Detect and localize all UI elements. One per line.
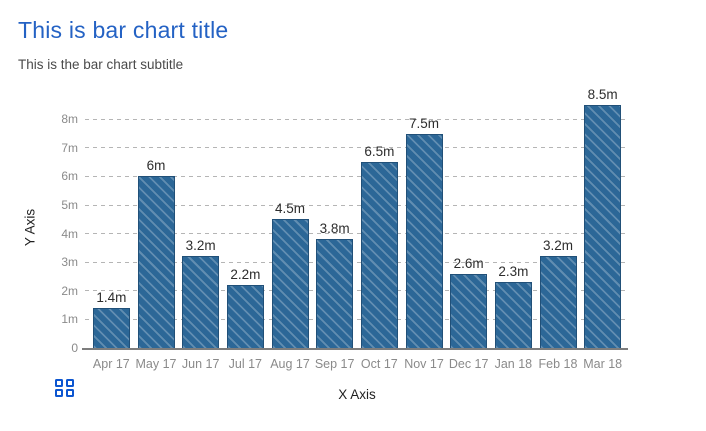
x-tick-label: Sep 17 (314, 357, 355, 371)
x-tick-label: Feb 18 (538, 357, 578, 371)
x-tick-label: Jun 17 (181, 357, 220, 371)
bar-aug-17[interactable] (271, 219, 309, 348)
grid-icon-square (66, 389, 74, 397)
bar-nov-17[interactable] (405, 133, 443, 348)
bar-jun-17[interactable] (182, 256, 220, 348)
gridline (85, 204, 625, 206)
grid-icon-square (55, 379, 63, 387)
gridline (85, 233, 625, 235)
bar-value-label: 2.6m (453, 255, 484, 271)
bar-value-label: 3.8m (319, 221, 350, 237)
gridline (85, 175, 625, 177)
page-subtitle: This is the bar chart subtitle (18, 57, 184, 72)
bar-apr-17[interactable] (92, 307, 130, 348)
x-tick-label: Jan 18 (494, 357, 533, 371)
bar-dec-17[interactable] (450, 273, 488, 348)
bar-oct-17[interactable] (360, 162, 398, 348)
bar-value-label: 2.3m (498, 264, 529, 280)
gridline (85, 118, 625, 120)
y-tick-label: 2m (61, 283, 78, 298)
gridline (85, 261, 625, 263)
chart-grid-icon[interactable] (55, 379, 74, 397)
y-tick-label: 7m (61, 140, 78, 155)
gridline (85, 290, 625, 292)
x-tick-label: May 17 (135, 357, 177, 371)
gridline (85, 147, 625, 149)
bar-jul-17[interactable] (226, 285, 264, 348)
bar-sep-17[interactable] (316, 239, 354, 348)
plot-area: 1.4m 6m 3.2m 2.2m 4.5m 3.8m 6.5m 7.5m 2.6m 2.3m 3.… (85, 87, 625, 348)
bar-value-label: 2.2m (230, 267, 261, 283)
y-tick-label: 6m (61, 169, 78, 184)
bar-mar-18[interactable] (584, 104, 622, 348)
grid-icon-square (55, 389, 63, 397)
bar-value-label: 6m (146, 158, 166, 174)
page-title: This is bar chart title (18, 17, 229, 43)
bar-feb-18[interactable] (539, 256, 577, 348)
gridline (85, 318, 625, 320)
x-axis-title: X Axis (338, 387, 376, 402)
y-tick-label: 3m (61, 255, 78, 270)
bar-value-label: 3.2m (542, 238, 574, 254)
bar-may-17[interactable] (137, 176, 175, 348)
bar-jan-18[interactable] (494, 282, 532, 348)
bar-value-label: 7.5m (408, 115, 440, 131)
bar-value-label: 8.5m (587, 86, 618, 102)
y-tick-label: 8m (61, 112, 78, 127)
x-tick-label: Oct 17 (360, 357, 398, 371)
x-tick-label: Nov 17 (404, 357, 444, 371)
y-tick-label: 0 (71, 341, 78, 355)
grid-icon-square (66, 379, 74, 387)
x-tick-label: Dec 17 (448, 357, 489, 371)
bar-value-label: 4.5m (274, 201, 306, 217)
x-tick-labels: Apr 17 May 17 Jun 17 Jul 17 Aug 17 Sep 17 Oct … (89, 357, 625, 375)
x-tick-label: Aug 17 (270, 357, 310, 371)
y-tick-label: 4m (61, 226, 78, 241)
x-tick-label: Apr 17 (92, 357, 130, 371)
bar-value-label: 1.4m (96, 289, 127, 305)
y-tick-label: 1m (61, 312, 78, 327)
bar-value-label: 6.5m (364, 144, 395, 160)
bar-value-label: 3.2m (185, 238, 216, 254)
x-tick-label: Mar 18 (583, 357, 623, 371)
x-axis-line (82, 348, 628, 350)
x-tick-label: Jul 17 (228, 357, 263, 371)
y-tick-label: 5m (61, 198, 78, 212)
